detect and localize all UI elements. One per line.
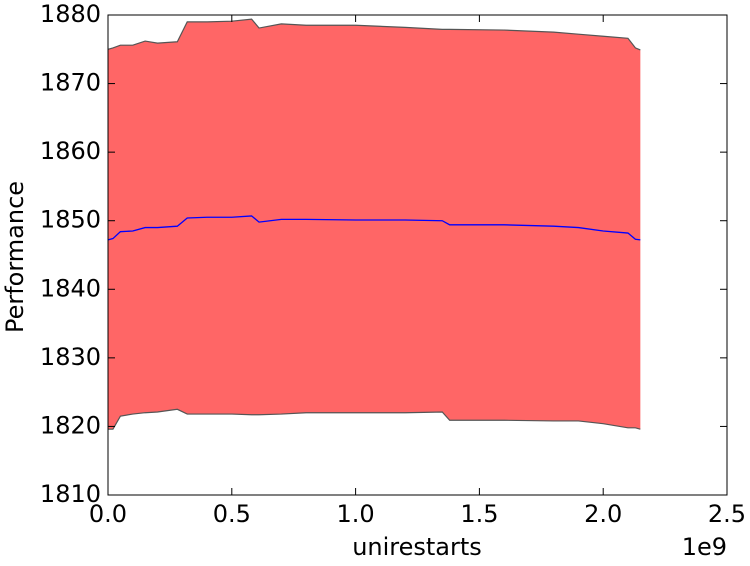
x-tick-label: 1.0 <box>337 500 375 528</box>
x-offset-label: 1e9 <box>682 533 727 561</box>
y-tick-label: 1880 <box>40 0 101 28</box>
mean-line <box>107 215 641 241</box>
band-edge <box>108 408 641 430</box>
y-tick-label: 1830 <box>40 343 101 371</box>
y-axis-label: Performance <box>1 181 29 333</box>
y-tick-label: 1860 <box>40 137 101 165</box>
band-edge <box>107 18 641 51</box>
x-tick-label: 0.5 <box>213 500 251 528</box>
x-tick-label: 0.0 <box>89 500 127 528</box>
x-tick-label: 1.5 <box>460 500 498 528</box>
y-tick-label: 1870 <box>40 69 101 97</box>
y-tick-label: 1850 <box>40 206 101 234</box>
plot-frame <box>107 14 728 496</box>
x-axis-label: unirestarts <box>352 533 482 561</box>
y-tick-label: 1820 <box>40 411 101 439</box>
y-tick-label: 1810 <box>40 480 101 508</box>
band-area <box>108 19 641 430</box>
x-tick-label: 2.0 <box>584 500 622 528</box>
x-tick-label: 2.5 <box>708 500 746 528</box>
y-tick-label: 1840 <box>40 274 101 302</box>
